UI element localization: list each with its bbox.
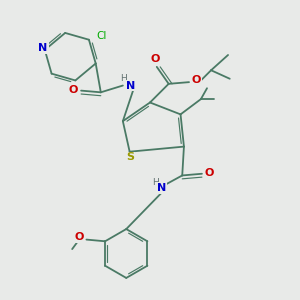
Text: H: H xyxy=(152,178,159,187)
Text: H: H xyxy=(121,74,127,83)
Text: S: S xyxy=(126,152,134,163)
Text: Cl: Cl xyxy=(97,31,107,41)
Text: O: O xyxy=(69,85,78,95)
Text: N: N xyxy=(157,183,167,193)
Text: N: N xyxy=(38,43,48,53)
Text: N: N xyxy=(126,80,135,91)
Text: O: O xyxy=(74,232,84,242)
Text: O: O xyxy=(205,168,214,178)
Text: O: O xyxy=(192,75,201,85)
Text: O: O xyxy=(150,54,160,64)
